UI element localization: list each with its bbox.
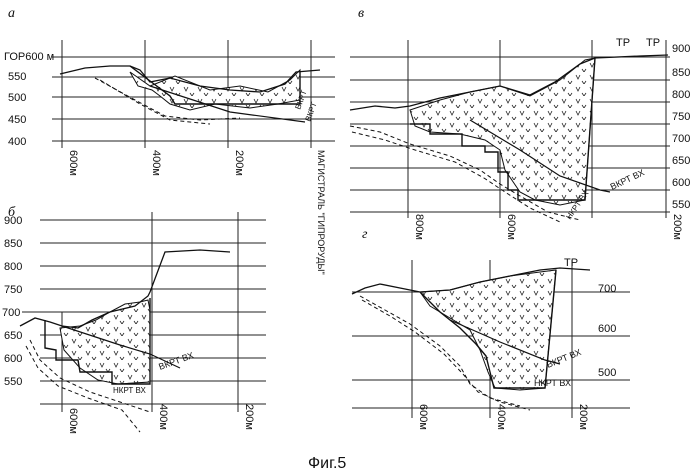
panel-b: б 900 850 800 750 700 650 600 550 600м 4… — [2, 205, 266, 434]
panel-g-pit-fill — [420, 270, 556, 390]
panel-v-elev-800: 800 — [672, 89, 690, 101]
panel-v-label: в — [358, 6, 364, 21]
panel-a-label: а — [8, 6, 15, 21]
panel-b-dist-200: 200м — [243, 404, 255, 430]
panel-g-elev-500: 500 — [598, 367, 616, 379]
panel-v-top-label-1: ТР — [616, 37, 630, 49]
panel-v-elev-650: 650 — [672, 155, 690, 167]
panel-b-line-label-2: НКРТ ВХ — [113, 386, 147, 395]
panel-b-elev-550: 550 — [4, 376, 22, 388]
panel-v-elev-850: 850 — [672, 67, 690, 79]
panel-v-dist-600: 600м — [505, 214, 517, 240]
panel-g-line-label-2: НКРТ ВХ — [534, 378, 571, 388]
panel-a-dist-200: 200м — [233, 150, 245, 176]
panel-v-dist-200: 200м — [671, 214, 683, 240]
panel-a-dist-400: 400м — [150, 150, 162, 176]
panel-a-marker-label: МАГИСТРАЛЬ "ГИПРОРУДЫ" — [316, 150, 326, 275]
panel-g-line-label-1: ВКРТ ВХ — [545, 347, 583, 370]
panel-v-dist-800: 800м — [413, 214, 425, 240]
panel-g-top-label: ТР — [564, 257, 578, 269]
panel-g-elev-600: 600 — [598, 323, 616, 335]
panel-g-dist-200: 200м — [577, 404, 589, 430]
panel-v-elev-550: 550 — [672, 199, 690, 211]
panel-a-elev-400: 400 — [8, 136, 26, 148]
panel-g-elev-700: 700 — [598, 283, 616, 295]
panel-b-dist-400: 400м — [157, 404, 169, 430]
panel-a: а ГОР600 м 550 500 450 400 600м 400м 200… — [4, 6, 335, 275]
panel-v-elev-750: 750 — [672, 111, 690, 123]
panel-a-elev-550: 550 — [8, 71, 26, 83]
panel-g-dist-600: 600м — [417, 404, 429, 430]
panel-b-elev-600: 600 — [4, 353, 22, 365]
panel-g: г ТР 700 600 500 600м 400м 200м ВКРТ ВХ … — [352, 227, 630, 430]
panel-v: в ТР ТР 900 850 800 750 700 650 600 550 … — [350, 6, 690, 240]
figure-caption: Фиг.5 — [308, 455, 346, 472]
panel-v-elev-600: 600 — [672, 177, 690, 189]
panel-b-line-label-1: ВКРТ ВХ — [157, 350, 195, 372]
panel-g-label: г — [362, 227, 368, 242]
panel-b-elev-750: 750 — [4, 284, 22, 296]
panel-a-elev-600: ГОР600 м — [4, 51, 54, 63]
panel-b-elev-850: 850 — [4, 238, 22, 250]
panel-b-elev-650: 650 — [4, 330, 22, 342]
panel-a-dist-600: 600м — [67, 150, 79, 176]
panel-b-elev-900: 900 — [4, 215, 22, 227]
panel-b-elev-800: 800 — [4, 261, 22, 273]
panel-g-dist-400: 400м — [495, 404, 507, 430]
panel-v-elev-700: 700 — [672, 133, 690, 145]
panel-b-dist-600: 600м — [67, 408, 79, 434]
panel-v-top-label-2: ТР — [646, 37, 660, 49]
panel-v-line-label-1: ВКРТ ВХ — [609, 167, 646, 191]
panel-b-elev-700: 700 — [2, 307, 20, 319]
panel-a-elev-450: 450 — [8, 114, 26, 126]
panel-a-elev-500: 500 — [8, 92, 26, 104]
panel-v-elev-900: 900 — [672, 43, 690, 55]
